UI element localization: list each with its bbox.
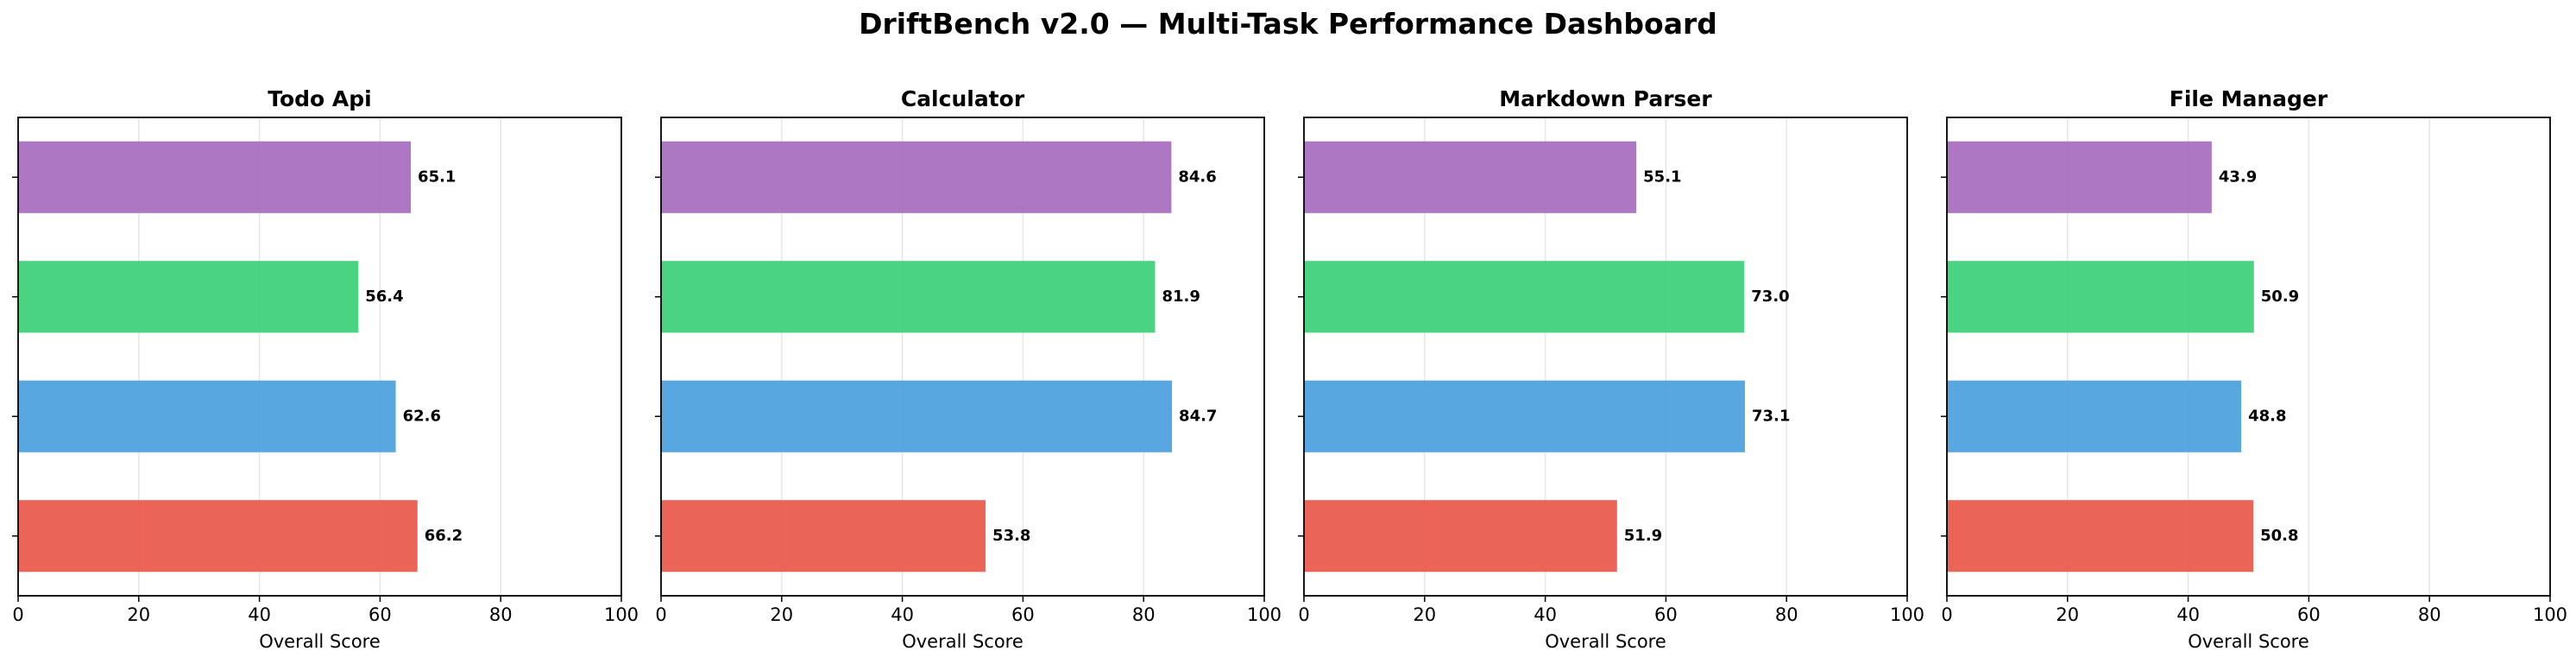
bar-value-label: 55.1 xyxy=(1643,168,1681,186)
x-tick-label: 20 xyxy=(127,604,150,625)
axes-frame xyxy=(660,117,1265,597)
bar-value-label: 62.6 xyxy=(403,407,441,425)
panel-title: Todo Api xyxy=(268,86,372,111)
bar-value-label: 51.9 xyxy=(1624,527,1662,545)
bar-value-label: 56.4 xyxy=(365,288,403,306)
x-axis-label: Overall Score xyxy=(259,631,381,652)
x-tick-label: 100 xyxy=(1890,604,1924,625)
x-tick-label: 40 xyxy=(891,604,914,625)
x-tick-label: 80 xyxy=(1132,604,1156,625)
bar-value-label: 48.8 xyxy=(2248,407,2286,425)
bar xyxy=(1947,141,2212,213)
bar xyxy=(1947,380,2242,452)
bar xyxy=(661,261,1156,333)
bar-value-label: 73.0 xyxy=(1751,288,1789,306)
axes-frame xyxy=(1946,117,2551,597)
x-tick-label: 80 xyxy=(1775,604,1798,625)
panel-3: 43.9 50.9 48.8 50.8 0 20 40 60 80 100 File Manager… xyxy=(1941,86,2567,652)
bar xyxy=(1947,500,2254,572)
x-tick-label: 0 xyxy=(655,604,666,625)
panel-1: 84.6 81.9 84.7 53.8 0 20 40 60 80 100 Calculator Ov… xyxy=(655,86,1282,652)
x-tick-label: 40 xyxy=(248,604,271,625)
bar xyxy=(1304,261,1745,333)
x-tick-label: 100 xyxy=(2533,604,2567,625)
bar-value-label: 43.9 xyxy=(2219,168,2257,186)
panel-0: 65.1 56.4 62.6 66.2 0 20 40 60 80 100 Todo Api Over… xyxy=(12,86,639,652)
x-tick-label: 40 xyxy=(2176,604,2200,625)
bar xyxy=(18,500,418,572)
x-tick-label: 60 xyxy=(368,604,392,625)
dashboard-title: DriftBench v2.0 — Multi-Task Performance… xyxy=(859,7,1717,41)
x-tick-label: 40 xyxy=(1534,604,1557,625)
bar xyxy=(1947,261,2254,333)
x-tick-label: 100 xyxy=(1247,604,1282,625)
x-tick-label: 20 xyxy=(2056,604,2079,625)
bar xyxy=(1304,500,1617,572)
bar-value-label: 84.7 xyxy=(1179,407,1217,425)
axes-frame xyxy=(17,117,622,597)
bar-value-label: 81.9 xyxy=(1162,288,1200,306)
x-axis-label: Overall Score xyxy=(902,631,1023,652)
x-axis-label: Overall Score xyxy=(1545,631,1666,652)
panel-title: Calculator xyxy=(901,86,1025,111)
bar xyxy=(1304,380,1745,452)
bar xyxy=(661,141,1172,213)
bar xyxy=(18,380,396,452)
x-tick-label: 0 xyxy=(12,604,23,625)
bar xyxy=(18,261,359,333)
bar xyxy=(661,380,1173,452)
x-tick-label: 20 xyxy=(1413,604,1436,625)
bar-value-label: 53.8 xyxy=(992,527,1030,545)
x-tick-label: 60 xyxy=(1654,604,1678,625)
bar-value-label: 73.1 xyxy=(1752,407,1790,425)
x-tick-label: 60 xyxy=(2297,604,2321,625)
x-tick-label: 0 xyxy=(1941,604,1952,625)
x-tick-label: 80 xyxy=(489,604,513,625)
panel-title: File Manager xyxy=(2170,86,2328,111)
x-tick-label: 100 xyxy=(604,604,639,625)
bar xyxy=(18,141,412,213)
bar xyxy=(1304,141,1637,213)
bar-value-label: 84.6 xyxy=(1178,168,1216,186)
x-tick-label: 80 xyxy=(2418,604,2441,625)
bar-value-label: 50.9 xyxy=(2261,288,2299,306)
bar-value-label: 50.8 xyxy=(2260,527,2298,545)
x-tick-label: 0 xyxy=(1298,604,1309,625)
axes-frame xyxy=(1303,117,1908,597)
bar-value-label: 65.1 xyxy=(418,168,456,186)
panel-2: 55.1 73.0 73.1 51.9 0 20 40 60 80 100 Markdown Par… xyxy=(1298,86,1924,652)
bar-value-label: 66.2 xyxy=(425,527,463,545)
x-tick-label: 60 xyxy=(1011,604,1035,625)
bar xyxy=(661,500,986,572)
x-axis-label: Overall Score xyxy=(2188,631,2309,652)
x-tick-label: 20 xyxy=(770,604,793,625)
panel-title: Markdown Parser xyxy=(1499,86,1712,111)
